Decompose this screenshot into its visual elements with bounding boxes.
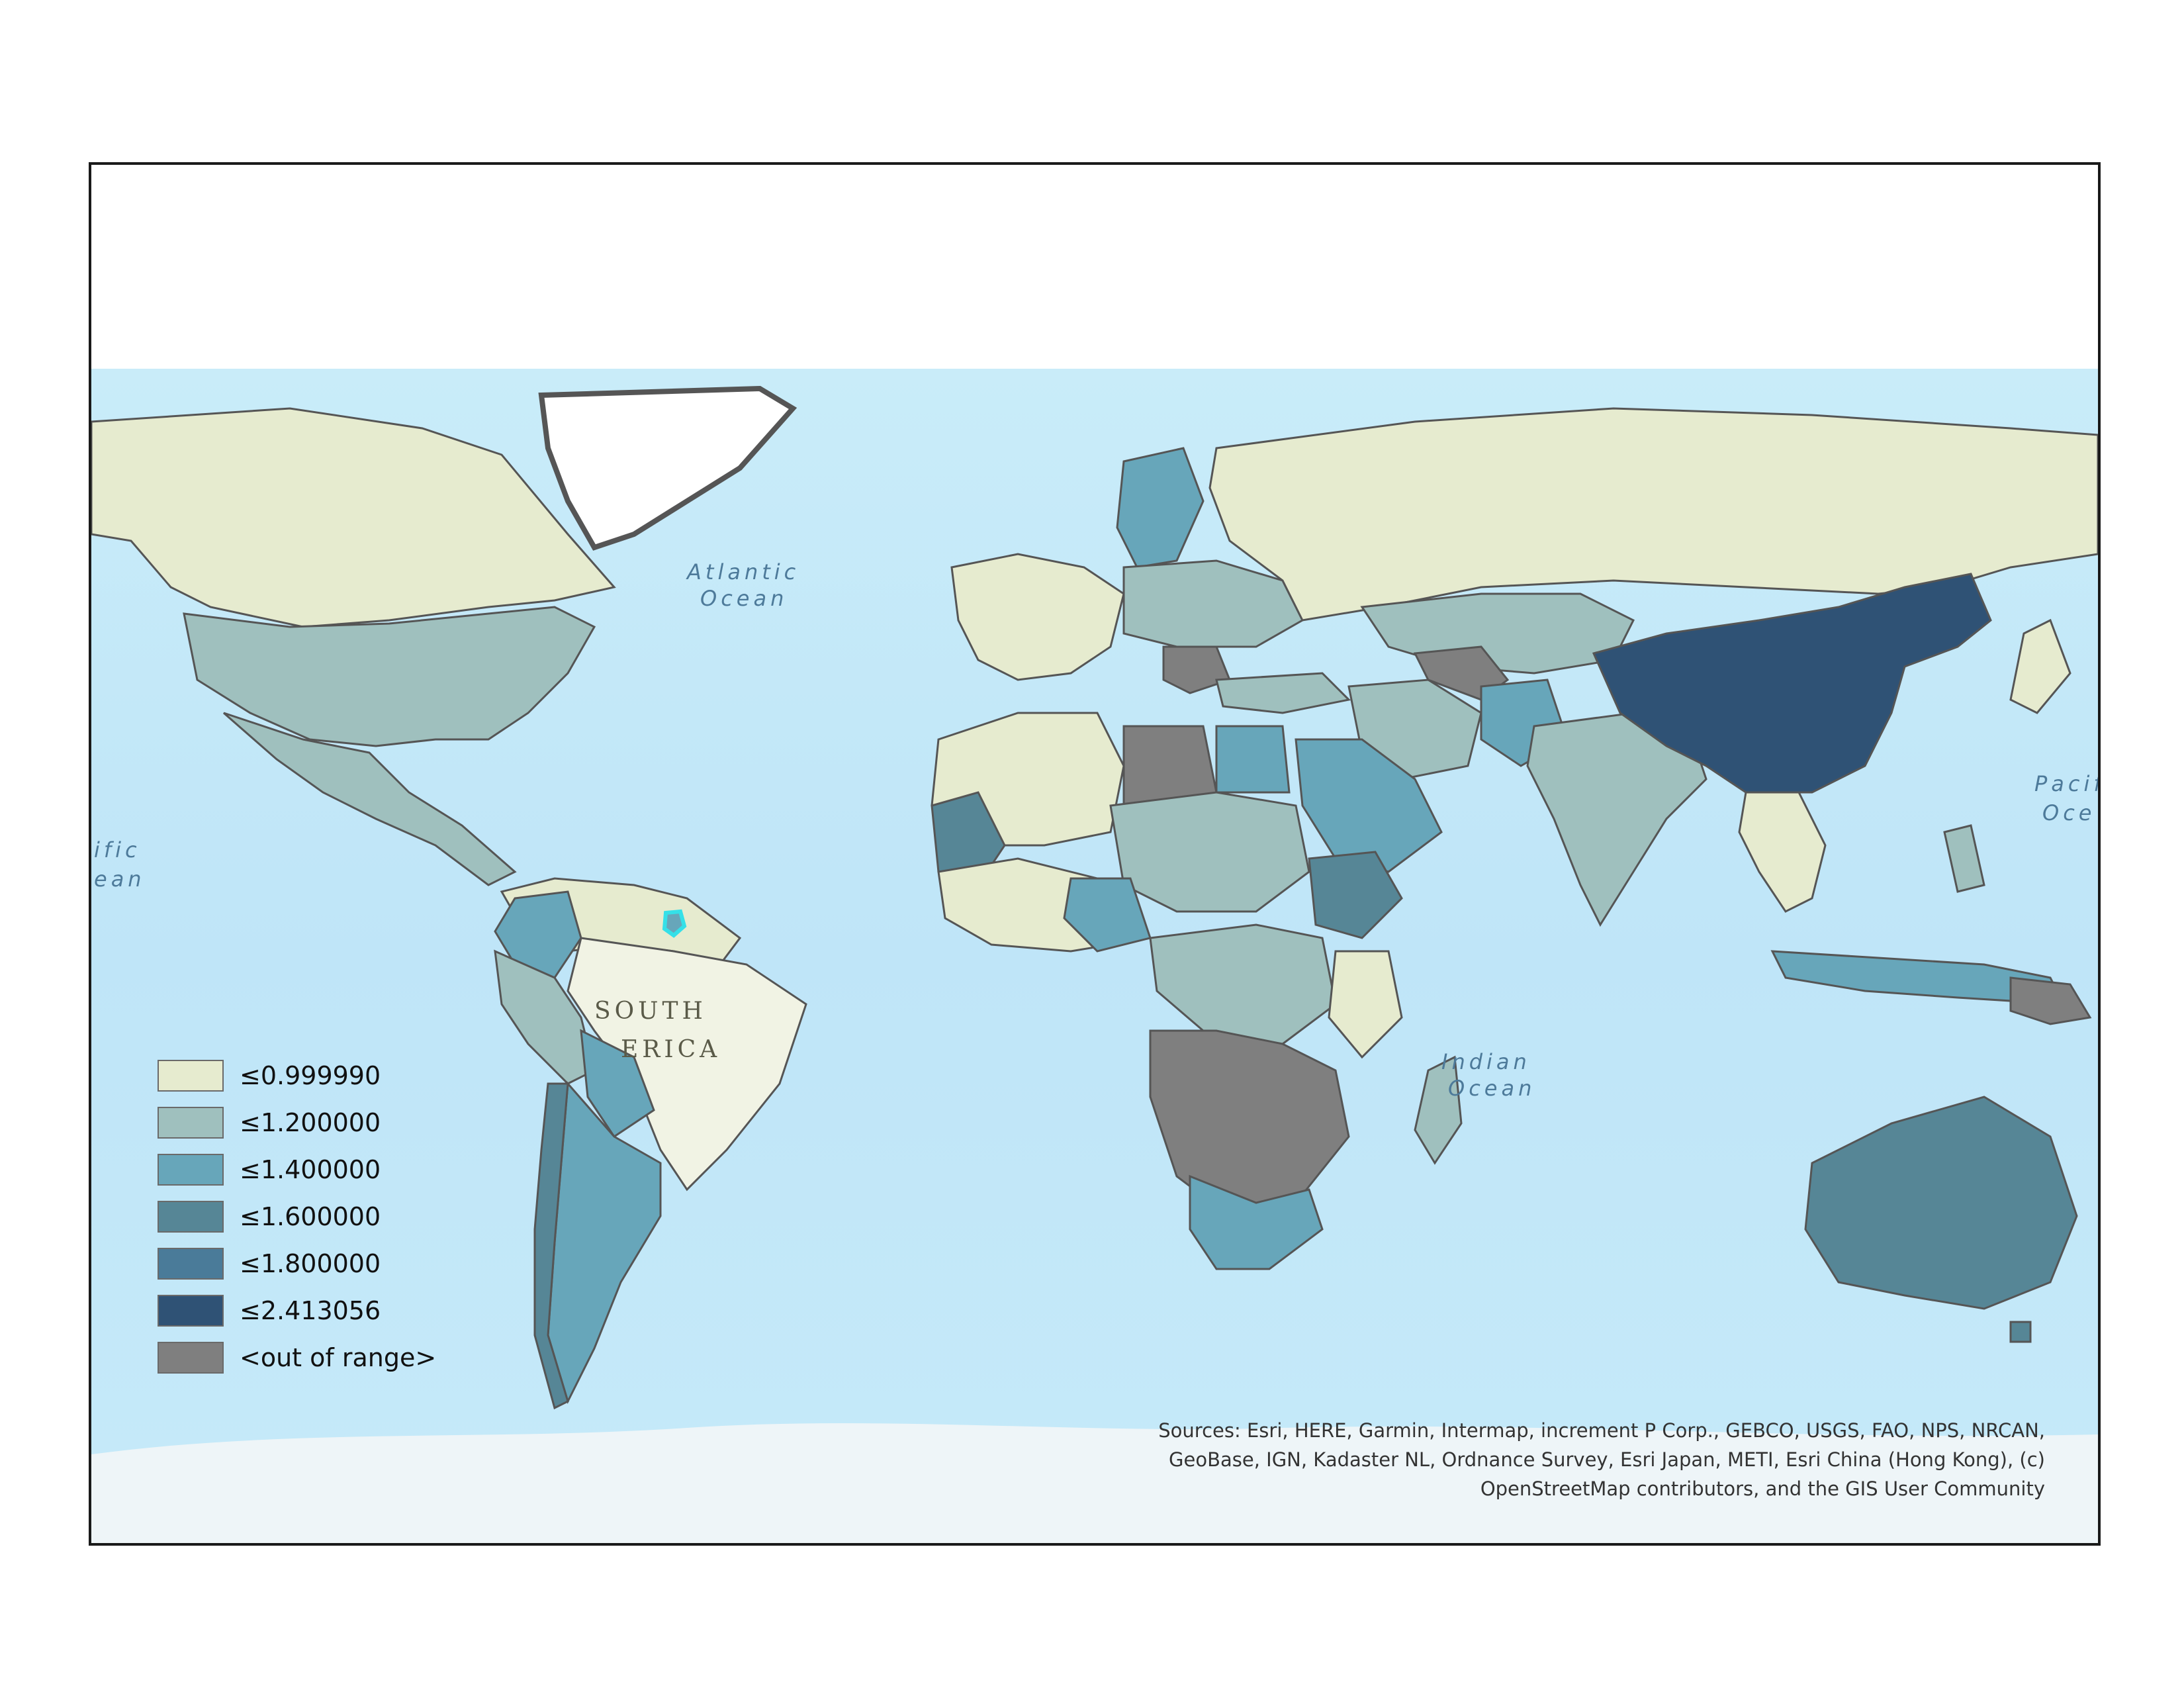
legend-swatch xyxy=(158,1341,224,1374)
legend-label: ≤0.999990 xyxy=(240,1060,381,1090)
label-south-america-2: ERICA xyxy=(621,1036,721,1063)
region-scandinavia xyxy=(1116,447,1205,569)
label-pacific-right-2: Oce xyxy=(2042,800,2095,825)
label-pacific-left-1: ific xyxy=(94,837,141,863)
country-brazil xyxy=(567,937,807,1192)
region-arabia xyxy=(1295,738,1443,873)
country-tasmania xyxy=(2009,1321,2032,1343)
legend-item: ≤1.200000 xyxy=(158,1099,436,1146)
label-pacific-left-2: ean xyxy=(94,867,146,892)
legend-swatch xyxy=(158,1106,224,1139)
legend-swatch xyxy=(158,1059,224,1092)
map-legend: ≤0.999990 ≤1.200000 ≤1.400000 ≤1.600000 … xyxy=(158,1052,436,1381)
legend-item: <out of range> xyxy=(158,1334,436,1381)
region-new-guinea xyxy=(2009,976,2092,1025)
highlight-french-guiana[interactable] xyxy=(662,909,687,938)
antarctica-ice xyxy=(91,1423,2098,1543)
region-sahel xyxy=(1109,791,1310,913)
label-atlantic-2: Ocean xyxy=(700,586,788,611)
country-egypt xyxy=(1215,725,1291,794)
greenland xyxy=(538,385,797,551)
country-mexico xyxy=(223,712,517,886)
country-australia xyxy=(1804,1096,2078,1310)
legend-swatch xyxy=(158,1247,224,1280)
legend-item: ≤1.400000 xyxy=(158,1146,436,1193)
legend-label: ≤1.400000 xyxy=(240,1154,381,1184)
region-east-africa xyxy=(1328,950,1403,1059)
legend-item: ≤1.800000 xyxy=(158,1240,436,1287)
country-russia xyxy=(1208,407,2098,622)
country-bolivia xyxy=(580,1029,655,1139)
country-madagascar xyxy=(1414,1055,1463,1165)
country-ethiopia xyxy=(1308,851,1403,939)
legend-item: ≤0.999990 xyxy=(158,1052,436,1099)
label-atlantic-1: Atlantic xyxy=(686,559,799,585)
map-frame: Atlantic Ocean Indian Ocean ific ean Pac… xyxy=(89,162,2101,1546)
label-indian-1: Indian xyxy=(1441,1049,1531,1074)
legend-item: ≤1.600000 xyxy=(158,1193,436,1240)
region-philippines xyxy=(1943,824,1985,893)
legend-item: ≤2.413056 xyxy=(158,1287,436,1334)
map-attribution: Sources: Esri, HERE, Garmin, Intermap, i… xyxy=(1158,1416,2045,1503)
attribution-line: OpenStreetMap contributors, and the GIS … xyxy=(1480,1477,2045,1500)
region-central-africa xyxy=(1149,923,1337,1045)
country-nigeria xyxy=(1063,877,1152,953)
legend-label: ≤1.600000 xyxy=(240,1201,381,1231)
region-balkans xyxy=(1162,645,1231,694)
label-indian-2: Ocean xyxy=(1448,1076,1535,1101)
world-map[interactable]: Atlantic Ocean Indian Ocean ific ean Pac… xyxy=(91,369,2098,1543)
country-peru xyxy=(494,949,596,1085)
country-south-africa xyxy=(1189,1174,1324,1270)
region-southeast-asia xyxy=(1738,791,1827,913)
region-southern-africa xyxy=(1149,1029,1350,1217)
region-turkey xyxy=(1215,672,1351,714)
legend-swatch xyxy=(158,1153,224,1186)
region-japan xyxy=(2009,618,2071,714)
attribution-line: Sources: Esri, HERE, Garmin, Intermap, i… xyxy=(1158,1419,2045,1442)
label-south-america-1: SOUTH xyxy=(594,998,707,1025)
label-pacific-right-1: Pacif xyxy=(2034,771,2098,796)
legend-label: <out of range> xyxy=(240,1342,437,1372)
country-usa xyxy=(183,606,596,747)
legend-label: ≤1.200000 xyxy=(240,1107,381,1137)
region-europe-east xyxy=(1122,559,1304,648)
legend-label: ≤1.800000 xyxy=(240,1248,381,1278)
legend-swatch xyxy=(158,1294,224,1327)
country-chile xyxy=(533,1082,569,1410)
legend-label: ≤2.413056 xyxy=(240,1295,381,1325)
country-canada xyxy=(91,407,616,628)
legend-swatch xyxy=(158,1200,224,1233)
region-europe-west xyxy=(950,553,1125,681)
attribution-line: GeoBase, IGN, Kadaster NL, Ordnance Surv… xyxy=(1169,1448,2045,1471)
country-china xyxy=(1592,573,1992,794)
